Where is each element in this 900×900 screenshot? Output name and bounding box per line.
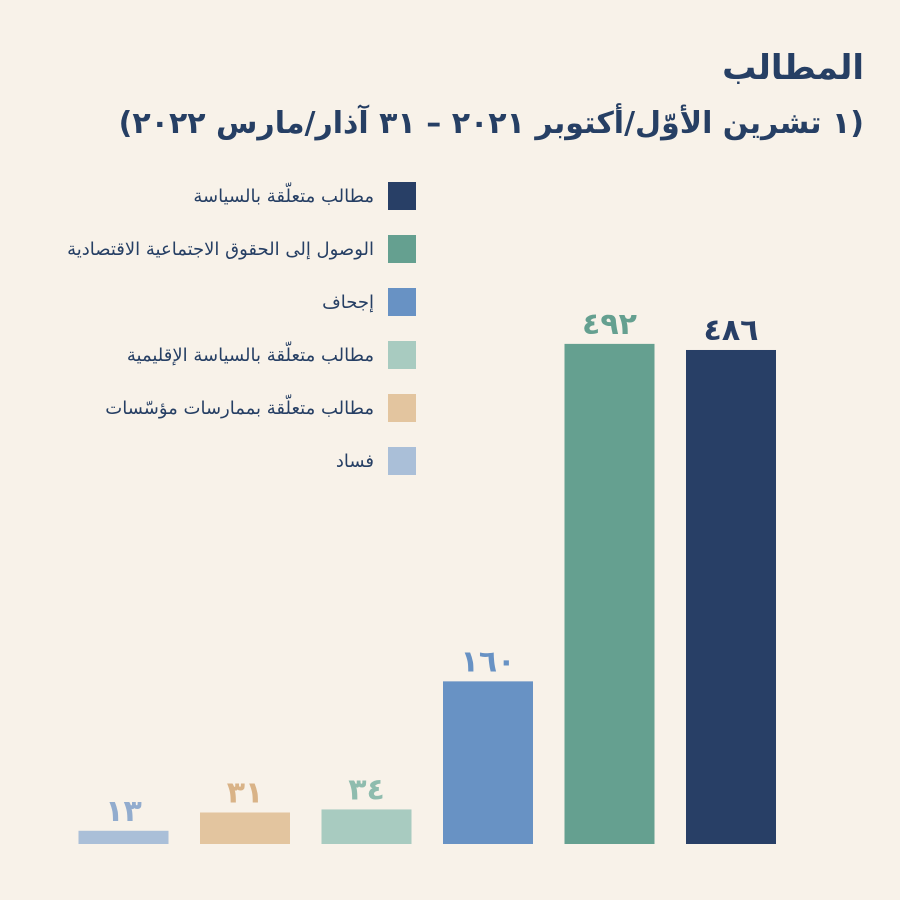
legend-swatch	[388, 447, 416, 475]
legend-item: فساد	[67, 441, 416, 481]
bar	[78, 830, 169, 844]
data-label: ٣١	[227, 775, 264, 810]
chart-subtitle: (١ تشرين الأوّل/أكتوبر ٢٠٢١ – ٣١ آذار/ما…	[118, 106, 864, 141]
bar	[443, 681, 533, 844]
legend-label: مطالب متعلّقة بالسياسة	[193, 185, 374, 207]
data-label: ١٣	[105, 794, 142, 829]
legend-swatch	[388, 288, 416, 316]
legend-item: الوصول إلى الحقوق الاجتماعية الاقتصادية	[67, 229, 416, 269]
bar	[564, 343, 655, 844]
legend-label: مطالب متعلّقة بالسياسة الإقليمية	[126, 344, 374, 366]
chart-title: المطالب	[722, 48, 864, 88]
legend-item: مطالب متعلّقة بممارسات مؤسّسات	[67, 388, 416, 428]
legend-label: مطالب متعلّقة بممارسات مؤسّسات	[105, 397, 374, 419]
legend-swatch	[388, 394, 416, 422]
legend-label: الوصول إلى الحقوق الاجتماعية الاقتصادية	[67, 238, 374, 260]
bar	[686, 349, 776, 844]
data-label: ٤٨٦	[704, 313, 759, 348]
legend-swatch	[388, 182, 416, 210]
data-label: ١٦٠	[461, 644, 516, 679]
legend-swatch	[388, 341, 416, 369]
data-label: ٣٤	[348, 772, 385, 807]
legend-item: إجحاف	[67, 282, 416, 322]
data-label: ٤٩٢	[582, 307, 637, 342]
legend-item: مطالب متعلّقة بالسياسة	[67, 176, 416, 216]
legend-item: مطالب متعلّقة بالسياسة الإقليمية	[67, 335, 416, 375]
legend-label: فساد	[335, 450, 374, 472]
legend-swatch	[388, 235, 416, 263]
bar	[321, 809, 412, 844]
bar	[200, 812, 290, 844]
legend: مطالب متعلّقة بالسياسة الوصول إلى الحقوق…	[67, 176, 416, 494]
legend-label: إجحاف	[322, 291, 374, 313]
